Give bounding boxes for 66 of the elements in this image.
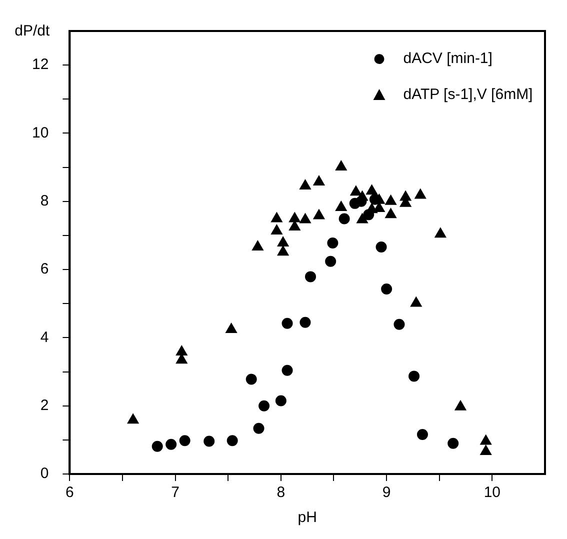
y-tick-label: 4 [40, 328, 49, 346]
point [385, 208, 396, 218]
point [385, 194, 396, 205]
y-tick-label: 0 [40, 465, 49, 482]
point [325, 256, 336, 267]
point [480, 445, 492, 456]
y-tick-label: 10 [32, 124, 49, 142]
y-tick-label: 8 [40, 192, 49, 210]
point [252, 240, 264, 251]
x-tick-label: 7 [171, 484, 180, 502]
point [408, 370, 420, 382]
point [313, 209, 325, 220]
point [335, 201, 347, 212]
x-tick-label: 9 [382, 484, 391, 502]
point [338, 213, 350, 224]
point [480, 434, 492, 445]
point [335, 160, 347, 170]
y-axis-title: dP/dt [14, 22, 51, 40]
point [226, 435, 238, 446]
point [277, 246, 289, 256]
point [434, 228, 446, 238]
point [271, 212, 282, 222]
point [288, 212, 300, 222]
point [204, 436, 215, 447]
point [176, 346, 188, 356]
point [179, 435, 190, 446]
point [246, 374, 257, 385]
point [127, 414, 139, 424]
legend-label: dACV [min-1] [403, 50, 492, 68]
point [350, 186, 362, 196]
point [300, 213, 311, 224]
x-tick-label: 10 [484, 484, 501, 502]
point [253, 422, 264, 434]
point [166, 438, 177, 450]
point [376, 242, 387, 253]
y-tick-label: 12 [32, 56, 49, 74]
x-axis-title: pH [298, 509, 317, 526]
point [448, 438, 459, 449]
point [356, 196, 367, 207]
point [275, 395, 286, 406]
point [313, 175, 325, 186]
point [300, 180, 311, 190]
point [282, 364, 293, 376]
point [416, 428, 428, 440]
point [381, 283, 392, 294]
point [282, 318, 293, 329]
point [305, 271, 316, 282]
legend-label: dATP [s-1],V [6mM] [403, 86, 533, 104]
point [410, 296, 422, 307]
point [394, 318, 405, 330]
x-tick-label: 6 [66, 484, 74, 502]
point [271, 224, 282, 235]
point [356, 213, 368, 224]
point [366, 184, 378, 195]
point [152, 440, 163, 452]
point [363, 209, 374, 220]
point [258, 400, 270, 412]
x-tick-label: 8 [276, 484, 286, 502]
point [454, 400, 466, 410]
point [414, 188, 426, 199]
y-tick-label: 6 [40, 260, 49, 278]
point [300, 316, 311, 328]
point [327, 237, 338, 248]
y-tick-label: 2 [40, 396, 49, 414]
point [226, 323, 237, 334]
point [277, 236, 289, 246]
